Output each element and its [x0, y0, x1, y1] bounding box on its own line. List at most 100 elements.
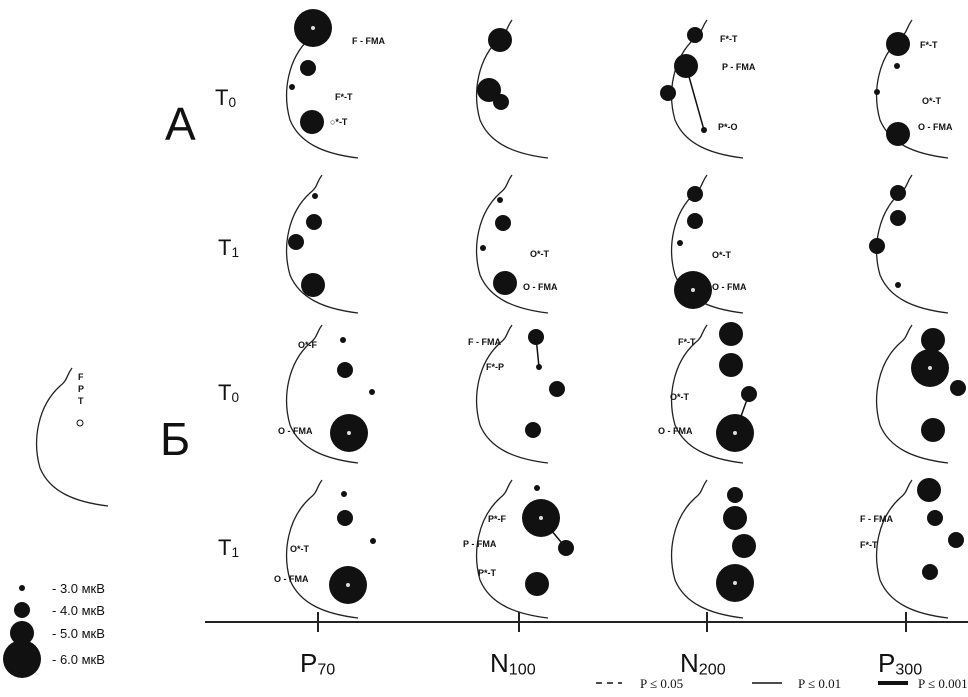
amplitude-dot	[677, 240, 683, 246]
annotation: F - FMA	[352, 36, 385, 46]
dot-highlight	[311, 26, 315, 30]
amplitude-dot	[701, 127, 707, 133]
amplitude-dot	[660, 85, 676, 101]
column-label-main: N	[680, 648, 699, 678]
annotation: O*-F	[298, 340, 318, 350]
size-legend-label: - 6.0 мкВ	[52, 652, 105, 667]
amplitude-dot	[894, 63, 900, 69]
row-label-main: T	[215, 85, 228, 110]
amplitude-dot	[719, 353, 743, 377]
amplitude-dot	[488, 28, 512, 52]
amplitude-dot	[886, 32, 910, 56]
amplitude-dot	[370, 538, 376, 544]
column-label-sub: 200	[699, 661, 726, 679]
amplitude-dot	[493, 94, 509, 110]
row-label-main: T	[218, 235, 231, 260]
amplitude-dot	[300, 60, 316, 76]
annotation: F - FMA	[468, 337, 501, 347]
amplitude-dot	[886, 122, 910, 146]
row-label-main: T	[218, 380, 231, 405]
row-label-main: T	[218, 535, 231, 560]
annotation: O - FMA	[278, 426, 313, 436]
annotation: P*-F	[488, 514, 507, 524]
row-label-sub: 1	[231, 245, 239, 260]
amplitude-dot	[480, 245, 486, 251]
amplitude-dot	[950, 380, 966, 396]
amplitude-dot	[534, 485, 540, 491]
amplitude-dot	[687, 213, 703, 229]
amplitude-dot	[337, 362, 353, 378]
size-legend-label: - 3.0 мкВ	[52, 581, 105, 596]
group-label: Б	[160, 413, 190, 465]
amplitude-dot	[497, 197, 503, 203]
row-label: T1	[218, 235, 239, 260]
head-key-label: T	[78, 396, 84, 406]
annotation: O - FMA	[658, 426, 693, 436]
amplitude-dot	[341, 491, 347, 497]
column-label: P300	[878, 648, 922, 679]
group-label: А	[165, 98, 196, 150]
column-label-sub: 100	[509, 661, 536, 679]
dot-highlight	[691, 288, 695, 292]
column-label: N100	[490, 648, 536, 679]
head-key-label: F	[78, 372, 84, 382]
annotation: F*-T	[920, 40, 938, 50]
row-label-sub: 0	[228, 95, 236, 110]
figure: АБT0T1T0T1P70N100N200P300F - FMAF*-T○*-T…	[0, 0, 968, 697]
amplitude-dot	[727, 487, 743, 503]
size-legend-label: - 4.0 мкВ	[52, 603, 105, 618]
amplitude-dot	[890, 210, 906, 226]
column-label-main: P	[878, 648, 895, 678]
legend-dot	[14, 602, 30, 618]
head-key-o	[77, 420, 83, 426]
dot-highlight	[539, 516, 543, 520]
annotation: P*-T	[478, 568, 497, 578]
significance-label: P ≤ 0.01	[798, 676, 841, 691]
annotation: F*-T	[720, 34, 738, 44]
annotation: O*-T	[922, 96, 942, 106]
amplitude-dot	[719, 322, 743, 346]
row-label-sub: 0	[231, 390, 239, 405]
annotation: F*-T	[860, 540, 878, 550]
amplitude-dot	[723, 506, 747, 530]
amplitude-dot	[674, 54, 698, 78]
annotation: O - FMA	[274, 574, 309, 584]
annotation: P - FMA	[463, 539, 497, 549]
annotation: F*-T	[335, 92, 353, 102]
amplitude-dot	[493, 271, 517, 295]
amplitude-dot	[289, 84, 295, 90]
row-label: T0	[218, 380, 239, 405]
amplitude-dot	[536, 364, 542, 370]
amplitude-dot	[741, 386, 757, 402]
column-label-main: N	[490, 648, 509, 678]
amplitude-dot	[921, 328, 945, 352]
annotation: O - FMA	[712, 282, 747, 292]
amplitude-dot	[948, 532, 964, 548]
head-outline	[37, 368, 108, 506]
amplitude-dot	[927, 510, 943, 526]
amplitude-dot	[525, 572, 549, 596]
amplitude-dot	[369, 389, 375, 395]
dot-highlight	[346, 583, 350, 587]
annotation: O - FMA	[523, 282, 558, 292]
significance-label: P ≤ 0.001	[918, 676, 968, 691]
column-label-main: P	[300, 648, 317, 678]
head-key-label: P	[78, 384, 84, 394]
annotation: O*-T	[530, 249, 550, 259]
dot-highlight	[733, 431, 737, 435]
annotation: F - FMA	[860, 514, 893, 524]
amplitude-dot	[525, 422, 541, 438]
amplitude-dot	[687, 186, 703, 202]
annotation: P*-O	[718, 122, 738, 132]
amplitude-dot	[874, 89, 880, 95]
amplitude-dot	[495, 215, 511, 231]
annotation: O - FMA	[918, 122, 953, 132]
amplitude-dot	[732, 534, 756, 558]
amplitude-dot	[288, 234, 304, 250]
annotation: O*-T	[712, 250, 732, 260]
amplitude-dot	[917, 478, 941, 502]
amplitude-dot	[337, 510, 353, 526]
column-label: N200	[680, 648, 726, 679]
annotation: P - FMA	[722, 62, 756, 72]
amplitude-dot	[922, 564, 938, 580]
